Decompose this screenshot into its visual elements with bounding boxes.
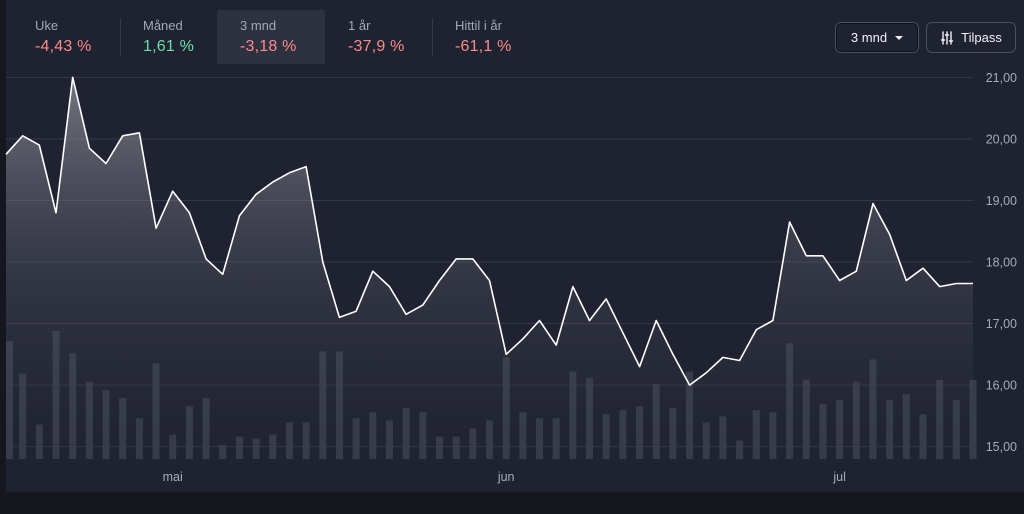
y-tick-label: 21,00: [986, 71, 1017, 85]
customize-button[interactable]: Tilpass: [926, 22, 1016, 53]
price-area: [6, 77, 973, 463]
x-tick-label: jul: [832, 470, 846, 484]
perf-label: Uke: [35, 18, 59, 33]
y-axis-labels: 15,00 16,00 17,00 18,00 19,00 20,00 21,00: [986, 71, 1017, 454]
perf-value: -4,43 %: [35, 38, 92, 55]
period-select[interactable]: 3 mnd: [835, 22, 919, 53]
y-tick-label: 18,00: [986, 256, 1017, 270]
caret-down-icon: [895, 35, 904, 40]
price-line: [5, 76, 973, 386]
perf-label: 1 år: [348, 18, 371, 33]
y-tick-label: 19,00: [986, 194, 1017, 208]
perf-label: Hittil i år: [455, 18, 502, 33]
x-tick-label: mai: [163, 470, 183, 484]
sliders-icon: [940, 30, 954, 45]
perf-value: -37,9 %: [348, 38, 405, 55]
perf-tab-month[interactable]: Måned 1,61 %: [128, 10, 216, 64]
perf-value: -61,1 %: [455, 38, 512, 55]
y-tick-label: 17,00: [986, 317, 1017, 331]
perf-tab-ytd[interactable]: Hittil i år -61,1 %: [440, 10, 550, 64]
divider: [432, 18, 433, 56]
perf-value: 1,61 %: [143, 38, 195, 55]
y-tick-label: 20,00: [986, 132, 1017, 146]
period-select-label: 3 mnd: [850, 30, 888, 45]
perf-tab-3-months[interactable]: 3 mnd -3,18 %: [217, 10, 325, 64]
divider: [120, 18, 121, 56]
y-tick-label: 16,00: [986, 379, 1017, 393]
perf-label: 3 mnd: [240, 18, 277, 33]
perf-value: -3,18 %: [240, 38, 297, 55]
price-area-fill: [6, 77, 973, 463]
price-line-path: [5, 76, 973, 386]
perf-label: Måned: [143, 18, 183, 33]
y-tick-label: 15,00: [986, 440, 1017, 454]
customize-label: Tilpass: [961, 30, 1002, 45]
x-tick-label: jun: [497, 470, 515, 484]
perf-tab-1-year[interactable]: 1 år -37,9 %: [333, 10, 429, 64]
x-axis-labels: mai jun jul: [163, 470, 846, 484]
bottom-strip: [0, 492, 1024, 514]
perf-tab-week[interactable]: Uke -4,43 %: [20, 10, 120, 64]
